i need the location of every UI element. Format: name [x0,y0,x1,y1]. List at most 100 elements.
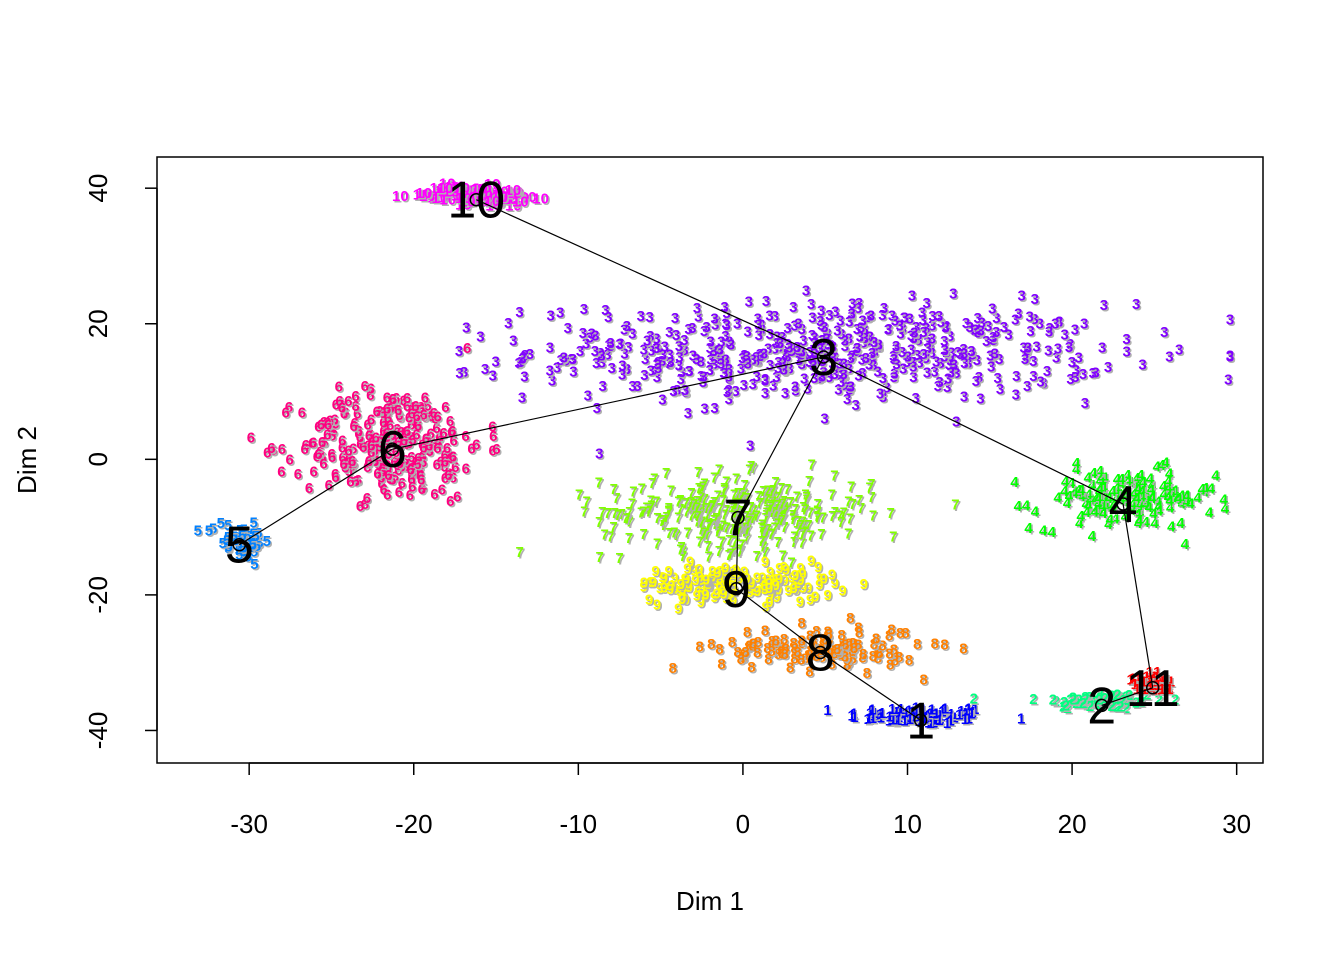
point-cluster-3: 3 [783,336,791,353]
point-shadow: 3 [950,362,958,379]
point-cluster-9: 9 [796,593,804,610]
cluster-label-11: 11 [1126,660,1180,718]
point-cluster-7: 7 [865,479,873,496]
point-cluster-3: 3 [761,373,769,390]
point-shadow: 3 [1066,340,1074,357]
point-shadow: 3 [589,327,597,344]
point-cluster-3: 3 [658,353,666,370]
point-shadow: 3 [870,350,878,367]
point-shadow: 3 [762,374,770,391]
point-cluster-7: 7 [808,456,816,473]
point-shadow: 3 [782,386,790,403]
point-cluster-1: 1 [1017,711,1025,728]
point-cluster-3: 3 [993,370,1001,387]
point-cluster-8: 8 [872,630,880,647]
point-cluster-3: 3 [1075,349,1083,366]
point-cluster-1: 1 [906,711,914,728]
point-shadow: 3 [622,347,630,364]
point-cluster-8: 8 [717,656,725,673]
point-shadow: 3 [750,353,758,370]
point-cluster-3: 3 [806,344,814,361]
point-cluster-1: 1 [914,701,922,718]
point-shadow: 3 [990,330,998,347]
point-cluster-1: 1 [920,710,928,727]
point-shadow: 1 [929,703,937,720]
point-cluster-7: 7 [615,550,623,567]
point-shadow: 3 [807,346,815,363]
point-cluster-3: 3 [952,365,960,382]
point-shadow: 3 [585,389,593,406]
point-cluster-3: 3 [872,338,880,355]
point-cluster-3: 3 [772,335,780,352]
point-cluster-3: 3 [829,349,837,366]
point-cluster-3: 3 [836,364,844,381]
point-cluster-6: 6 [383,486,391,503]
point-cluster-3: 3 [855,295,863,312]
point-cluster-6: 6 [433,457,441,474]
point-cluster-3: 3 [1055,313,1063,330]
point-shadow: 1 [926,709,934,726]
point-cluster-3: 3 [865,357,873,374]
point-cluster-7: 7 [805,473,813,490]
point-shadow: 3 [1013,313,1021,330]
point-shadow: 3 [867,330,875,347]
point-shadow: 2 [1083,690,1091,707]
point-cluster-3: 3 [710,400,718,417]
point-shadow: 3 [842,369,850,386]
point-cluster-3: 3 [781,359,789,376]
y-tick-label: 40 [83,174,113,203]
point-shadow: 3 [759,318,767,335]
point-shadow: 3 [916,333,924,350]
point-cluster-7: 7 [653,536,661,553]
point-shadow: 1 [893,714,901,731]
point-shadow: 3 [923,352,931,369]
point-cluster-4: 4 [1149,506,1158,523]
point-cluster-1: 1 [924,707,932,724]
point-shadow: 2 [1097,697,1105,714]
point-cluster-3: 3 [954,344,962,361]
point-cluster-3: 3 [1122,331,1130,348]
point-shadow: 1 [943,703,951,720]
point-cluster-1: 1 [850,705,858,722]
point-shadow: 3 [880,372,888,389]
point-cluster-3: 3 [623,318,631,335]
point-cluster-7: 7 [699,479,707,496]
point-cluster-6: 6 [383,400,391,417]
point-cluster-3: 3 [756,346,764,363]
point-cluster-3: 3 [962,315,970,332]
point-shadow: 2 [1172,693,1180,710]
point-shadow: 1 [928,707,936,724]
point-shadow: 3 [836,383,844,400]
point-shadow: 1 [870,703,878,720]
point-shadow: 3 [1032,293,1040,310]
point-shadow: 3 [723,355,731,372]
point-shadow: 1 [871,709,879,726]
point-shadow: 2 [1070,691,1078,708]
point-shadow: 3 [598,347,606,364]
point-cluster-3: 3 [892,340,900,357]
point-shadow: 1 [866,712,874,729]
point-cluster-1: 1 [942,702,950,719]
point-cluster-3: 3 [817,317,825,334]
point-cluster-3: 3 [891,312,899,329]
point-shadow: 3 [603,303,611,320]
point-cluster-3: 3 [1224,371,1232,388]
point-shadow: 3 [708,353,716,370]
point-cluster-3: 3 [725,370,733,387]
point-shadow: 3 [563,354,571,371]
point-cluster-3: 3 [761,385,769,402]
point-cluster-3: 3 [815,370,823,387]
point-shadow: 3 [630,380,638,397]
point-shadow: 3 [828,338,836,355]
point-cluster-4: 4 [1161,455,1170,472]
point-cluster-3: 3 [945,357,953,374]
point-cluster-3: 3 [744,323,752,340]
point-cluster-3: 3 [791,317,799,334]
point-cluster-3: 3 [875,337,883,354]
point-cluster-2: 2 [1092,692,1100,709]
point-cluster-3: 3 [889,348,897,365]
point-cluster-8: 8 [959,640,967,657]
point-cluster-2: 2 [1052,693,1060,710]
point-cluster-3: 3 [789,299,797,316]
